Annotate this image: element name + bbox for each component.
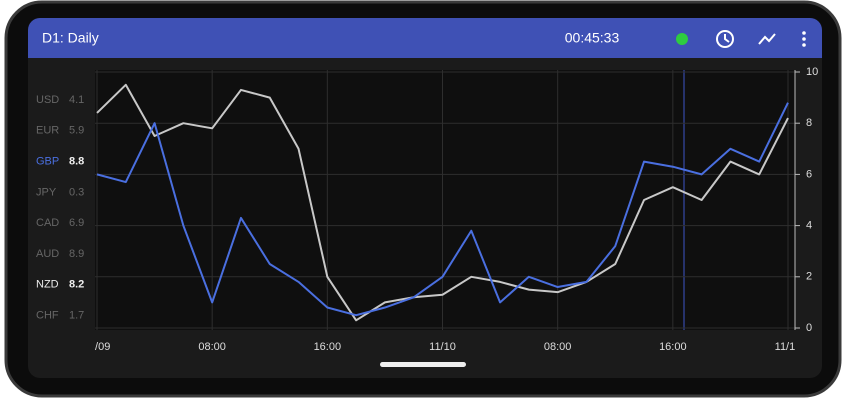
- y-tick-label: 8: [806, 117, 812, 129]
- chart-button[interactable]: [758, 33, 776, 45]
- series-line: [96, 83, 789, 322]
- x-tick-label: 11/09: [84, 341, 111, 353]
- x-tick-label: 11/13: [775, 341, 802, 353]
- currency-code: AUD: [36, 248, 59, 260]
- status-dot: [676, 33, 688, 45]
- currency-code: JPY: [36, 186, 57, 198]
- currency-value: 8.9: [69, 248, 84, 260]
- currency-code: USD: [36, 94, 59, 106]
- currency-value: 6.9: [69, 217, 84, 229]
- currency-value: 0.3: [69, 186, 84, 198]
- currency-code: CHF: [36, 310, 59, 322]
- app-title: D1: Daily: [42, 30, 99, 46]
- history-button[interactable]: [716, 30, 734, 48]
- currency-code: CAD: [36, 217, 59, 229]
- x-tick-label: 11/10: [429, 341, 456, 353]
- y-tick-label: 6: [806, 168, 812, 180]
- currency-value: 5.9: [69, 125, 84, 137]
- x-tick-label: 08:00: [198, 341, 226, 353]
- x-tick-label: 08:00: [544, 341, 572, 353]
- currency-code: EUR: [36, 125, 59, 137]
- clock: 00:45:33: [565, 30, 620, 46]
- currency-value: 8.2: [69, 279, 84, 291]
- currency-value: 4.1: [69, 94, 84, 106]
- x-tick-label: 16:00: [659, 341, 687, 353]
- y-tick-label: 10: [806, 66, 818, 78]
- currency-code: NZD: [36, 279, 59, 291]
- x-tick-label: 16:00: [314, 341, 342, 353]
- currency-value: 1.7: [69, 310, 84, 322]
- y-tick-label: 4: [806, 220, 812, 232]
- app-bar: [28, 18, 822, 58]
- y-tick-label: 0: [806, 322, 812, 334]
- menu-button[interactable]: [802, 31, 806, 47]
- series-line: [96, 102, 789, 317]
- currency-value: 8.8: [69, 156, 84, 168]
- plot-area: [95, 70, 795, 330]
- home-indicator: [380, 362, 466, 367]
- y-tick-label: 2: [806, 271, 812, 283]
- currency-code: GBP: [36, 156, 59, 168]
